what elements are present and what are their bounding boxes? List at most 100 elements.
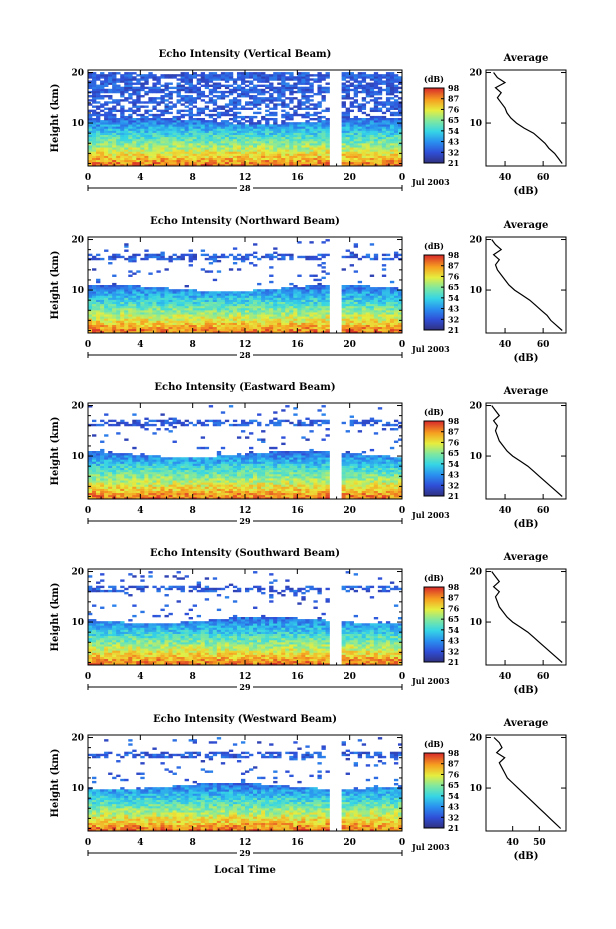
heatmap-cell xyxy=(341,90,346,94)
heatmap-cell xyxy=(385,257,391,261)
heatmap-cell xyxy=(293,97,298,100)
heatmap-cell xyxy=(124,328,129,332)
heatmap-cell xyxy=(200,72,206,75)
heatmap-cell xyxy=(104,120,109,123)
heatmap-cell xyxy=(361,74,367,77)
heatmap-cell xyxy=(393,326,399,330)
heatmap-cell xyxy=(136,326,141,330)
heatmap-cell xyxy=(132,72,137,75)
heatmap-cell xyxy=(168,130,173,133)
heatmap-cell xyxy=(317,105,322,108)
heatmap-cell xyxy=(361,80,367,83)
heatmap-cell xyxy=(389,107,395,110)
heatmap-cell xyxy=(357,74,363,77)
heatmap-cell xyxy=(136,163,141,167)
heatmap-cell xyxy=(361,136,367,140)
heatmap-cell xyxy=(365,301,371,305)
heatmap-cell xyxy=(140,305,145,309)
heatmap-cell xyxy=(112,149,117,152)
heatmap-cell xyxy=(281,122,286,125)
heatmap-cell xyxy=(245,72,250,75)
heatmap-cell xyxy=(232,143,238,146)
heatmap-cell xyxy=(100,109,105,113)
heatmap-cell xyxy=(245,145,250,148)
heatmap-cell xyxy=(212,291,218,294)
heatmap-cell xyxy=(128,84,133,87)
heatmap-cell xyxy=(297,161,302,165)
heatmap-cell xyxy=(176,330,181,334)
heatmap-cell xyxy=(196,322,202,325)
heatmap-cell xyxy=(168,289,173,292)
heatmap-cell xyxy=(108,465,113,468)
heatmap-cell xyxy=(345,314,350,317)
heatmap-cell xyxy=(196,305,202,309)
heatmap-cell xyxy=(349,84,354,87)
heatmap-cell xyxy=(321,270,326,273)
heatmap-cell xyxy=(301,76,306,79)
heatmap-cell xyxy=(385,124,391,127)
heatmap-cell xyxy=(100,285,105,288)
heatmap-cell xyxy=(277,320,282,323)
heatmap-cell xyxy=(285,153,290,156)
heatmap-cell xyxy=(309,330,314,334)
heatmap-cell xyxy=(220,136,226,140)
heatmap-cell xyxy=(100,419,105,423)
heatmap-cell xyxy=(377,157,383,161)
heatmap-cell xyxy=(128,310,133,313)
heatmap-cell xyxy=(389,80,395,83)
heatmap-cell xyxy=(92,312,97,315)
heatmap-cell xyxy=(236,151,242,154)
heatmap-cell xyxy=(281,120,286,123)
heatmap-cell xyxy=(112,115,117,119)
heatmap-cell xyxy=(253,76,258,79)
heatmap-cell xyxy=(245,157,250,161)
heatmap-cell xyxy=(293,301,298,305)
heatmap-cell xyxy=(261,291,266,294)
heatmap-cell xyxy=(377,103,383,106)
heatmap-cell xyxy=(389,324,395,328)
heatmap-cell xyxy=(212,297,218,300)
heatmap-cell xyxy=(297,134,302,138)
heatmap-cell xyxy=(88,103,93,106)
heatmap-cell xyxy=(112,423,117,427)
heatmap-cell xyxy=(124,132,129,135)
heatmap-cell xyxy=(88,293,93,296)
heatmap-cell xyxy=(349,324,354,328)
heatmap-cell xyxy=(373,316,379,319)
heatmap-cell xyxy=(196,97,202,100)
heatmap-cell xyxy=(301,115,306,119)
heatmap-cell xyxy=(236,153,242,156)
heatmap-cell xyxy=(253,161,258,165)
heatmap-cell xyxy=(100,82,105,85)
heatmap-cell xyxy=(132,143,137,146)
heatmap-cell xyxy=(361,122,367,125)
heatmap-cell xyxy=(293,314,298,317)
heatmap-cell xyxy=(212,132,218,135)
heatmap-cell xyxy=(249,307,254,311)
heatmap-cell xyxy=(140,140,145,144)
heatmap-cell xyxy=(168,132,173,135)
heatmap-cell xyxy=(393,324,399,328)
heatmap-cell xyxy=(144,143,149,146)
heatmap-cell xyxy=(293,305,298,309)
heatmap-cell xyxy=(196,132,202,135)
heatmap-cell xyxy=(317,149,322,152)
heatmap-cell xyxy=(345,155,350,158)
heatmap-cell xyxy=(172,289,177,292)
heatmap-cell xyxy=(160,128,165,131)
heatmap-cell xyxy=(216,270,222,273)
heatmap-cell xyxy=(92,463,97,466)
heatmap-cell xyxy=(224,134,230,138)
heatmap-cell xyxy=(184,147,189,150)
profile-line xyxy=(493,72,563,164)
heatmap-cell xyxy=(345,124,350,127)
heatmap-cell xyxy=(188,153,193,156)
heatmap-cell xyxy=(124,301,129,305)
heatmap-cell xyxy=(349,105,354,108)
heatmap-cell xyxy=(116,287,121,290)
heatmap-cell xyxy=(180,138,185,142)
heatmap-cell xyxy=(148,297,153,300)
heatmap-cell xyxy=(309,143,314,146)
heatmap-cell xyxy=(261,76,266,79)
heatmap-cell xyxy=(377,143,383,146)
